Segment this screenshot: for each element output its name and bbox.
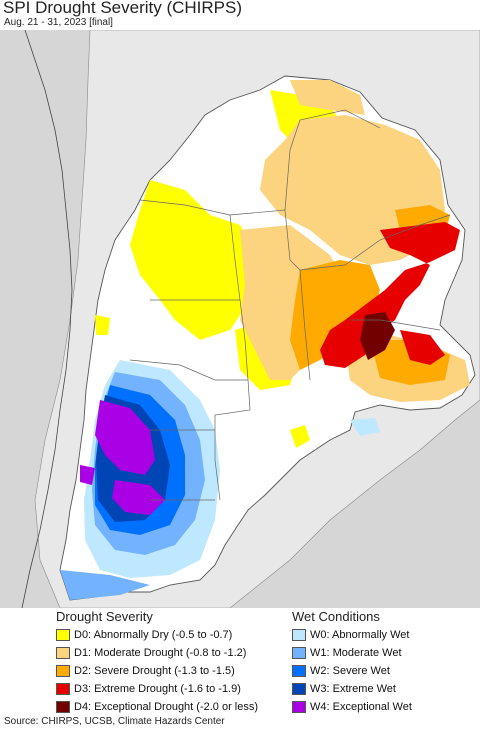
swatch-w1 <box>292 647 306 659</box>
swatch-d2 <box>56 665 70 677</box>
swatch-w0 <box>292 629 306 641</box>
swatch-w2 <box>292 665 306 677</box>
w4-areas <box>80 400 165 515</box>
legend-label: D1: Moderate Drought (-0.8 to -1.2) <box>74 647 247 659</box>
legend-label: W0: Abnormally Wet <box>310 629 410 641</box>
source-credit: Source: CHIRPS, UCSB, Climate Hazards Ce… <box>4 716 225 727</box>
legend-label: W4: Exceptional Wet <box>310 701 412 713</box>
wet-legend-title: Wet Conditions <box>292 609 380 624</box>
legend-label: W3: Extreme Wet <box>310 683 396 695</box>
swatch-d3 <box>56 683 70 695</box>
legend-item-d4: D4: Exceptional Drought (-2.0 or less) <box>56 698 258 716</box>
drought-legend: D0: Abnormally Dry (-0.5 to -0.7) D1: Mo… <box>56 626 258 716</box>
wet-legend: W0: Abnormally Wet W1: Moderate Wet W2: … <box>292 626 412 716</box>
legend-label: D2: Severe Drought (-1.3 to -1.5) <box>74 665 235 677</box>
d3-areas <box>320 222 460 368</box>
legend-item-w1: W1: Moderate Wet <box>292 644 412 662</box>
legend-item-d3: D3: Extreme Drought (-1.6 to -1.9) <box>56 680 258 698</box>
legend-item-w3: W3: Extreme Wet <box>292 680 412 698</box>
coastline <box>21 30 73 608</box>
legend-item-d0: D0: Abnormally Dry (-0.5 to -0.7) <box>56 626 258 644</box>
legend-label: D0: Abnormally Dry (-0.5 to -0.7) <box>74 629 233 641</box>
legend-label: D4: Exceptional Drought (-2.0 or less) <box>74 701 259 713</box>
legend-item-w0: W0: Abnormally Wet <box>292 626 412 644</box>
legend-label: D3: Extreme Drought (-1.6 to -1.9) <box>74 683 241 695</box>
swatch-w3 <box>292 683 306 695</box>
legend-label: W2: Severe Wet <box>310 665 390 677</box>
swatch-d1 <box>56 647 70 659</box>
drought-legend-title: Drought Severity <box>56 609 153 624</box>
swatch-d4 <box>56 701 70 713</box>
swatch-w4 <box>292 701 306 713</box>
map-date-range: Aug. 21 - 31, 2023 [final] <box>4 17 113 28</box>
legend-item-d2: D2: Severe Drought (-1.3 to -1.5) <box>56 662 258 680</box>
legend-item-d1: D1: Moderate Drought (-0.8 to -1.2) <box>56 644 258 662</box>
legend-label: W1: Moderate Wet <box>310 647 402 659</box>
legend-item-w4: W4: Exceptional Wet <box>292 698 412 716</box>
d4-areas <box>360 312 395 360</box>
map-title: SPI Drought Severity (CHIRPS) <box>3 0 243 17</box>
legend-item-w2: W2: Severe Wet <box>292 662 412 680</box>
admin-borders <box>129 109 451 501</box>
drought-map <box>0 30 480 608</box>
swatch-d0 <box>56 629 70 641</box>
